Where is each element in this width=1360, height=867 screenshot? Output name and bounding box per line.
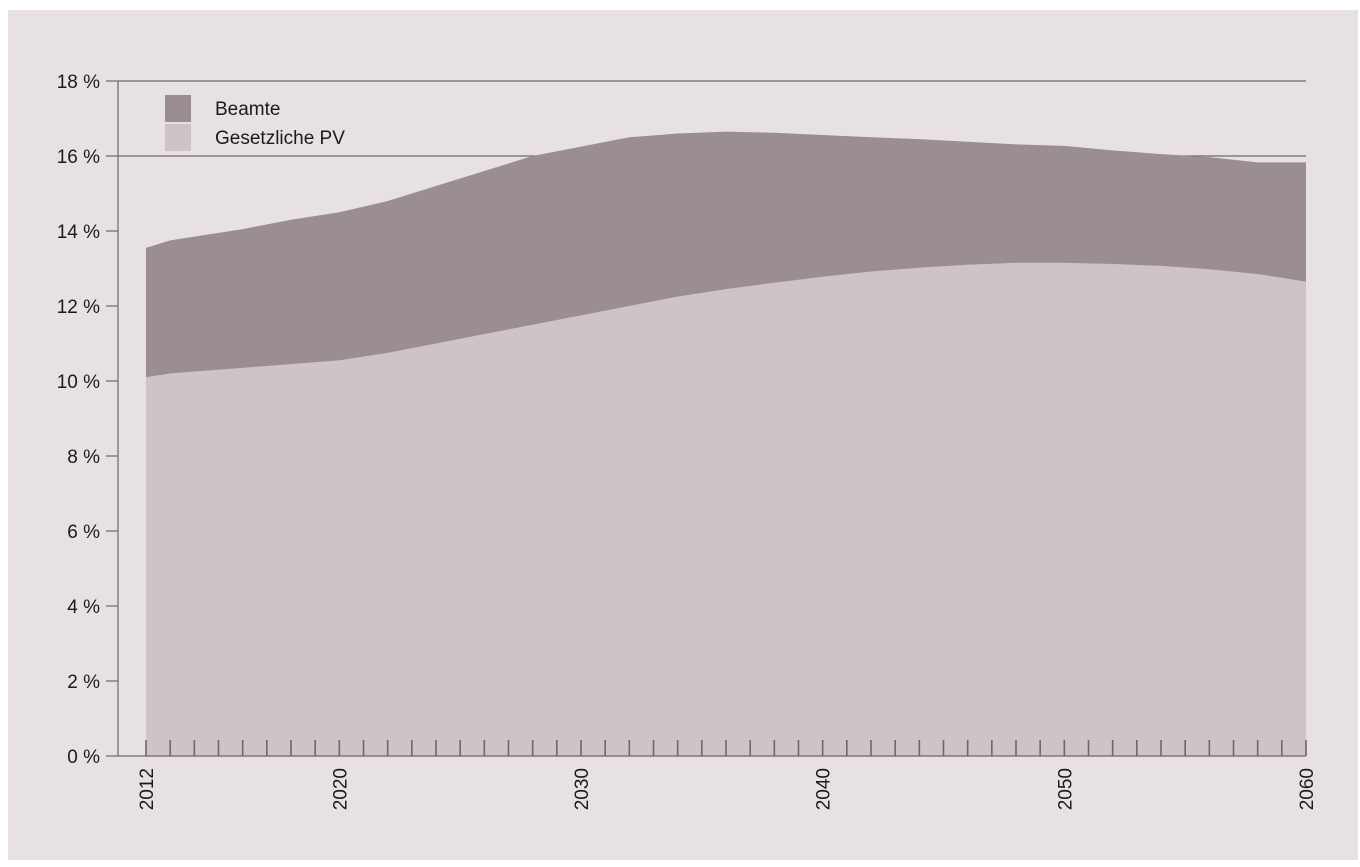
legend-swatch (165, 124, 191, 151)
x-tick-label: 2012 (137, 768, 158, 810)
area-beamte (146, 131, 1306, 378)
y-tick-label: 14 % (57, 222, 100, 243)
y-tick-label: 4 % (67, 597, 100, 618)
x-tick-label: 2050 (1055, 768, 1076, 810)
y-tick-label: 6 % (67, 522, 100, 543)
chart-panel: 0 % 2 % 4 % 6 % 8 % 10 % 12 % 14 % 16 % 18 % 2012 2… (8, 10, 1358, 860)
y-tick-label: 18 % (57, 72, 100, 93)
x-tick-label: 2060 (1297, 768, 1318, 810)
x-tick-label: 2030 (572, 768, 593, 810)
y-tick-label: 16 % (57, 147, 100, 168)
y-tick-label: 8 % (67, 447, 100, 468)
legend-swatch (165, 95, 191, 122)
legend-label: Gesetzliche PV (215, 128, 345, 149)
x-tick-label: 2020 (330, 768, 351, 810)
x-tick-label: 2040 (814, 768, 835, 810)
y-tick-label: 12 % (57, 297, 100, 318)
y-tick-label: 10 % (57, 372, 100, 393)
y-tick-label: 0 % (67, 747, 100, 768)
area-gesetzliche-pv (146, 262, 1306, 756)
stacked-area-chart: 0 % 2 % 4 % 6 % 8 % 10 % 12 % 14 % 16 % 18 % 2012 2… (57, 72, 1318, 810)
legend-label: Beamte (215, 99, 280, 120)
y-tick-label: 2 % (67, 672, 100, 693)
